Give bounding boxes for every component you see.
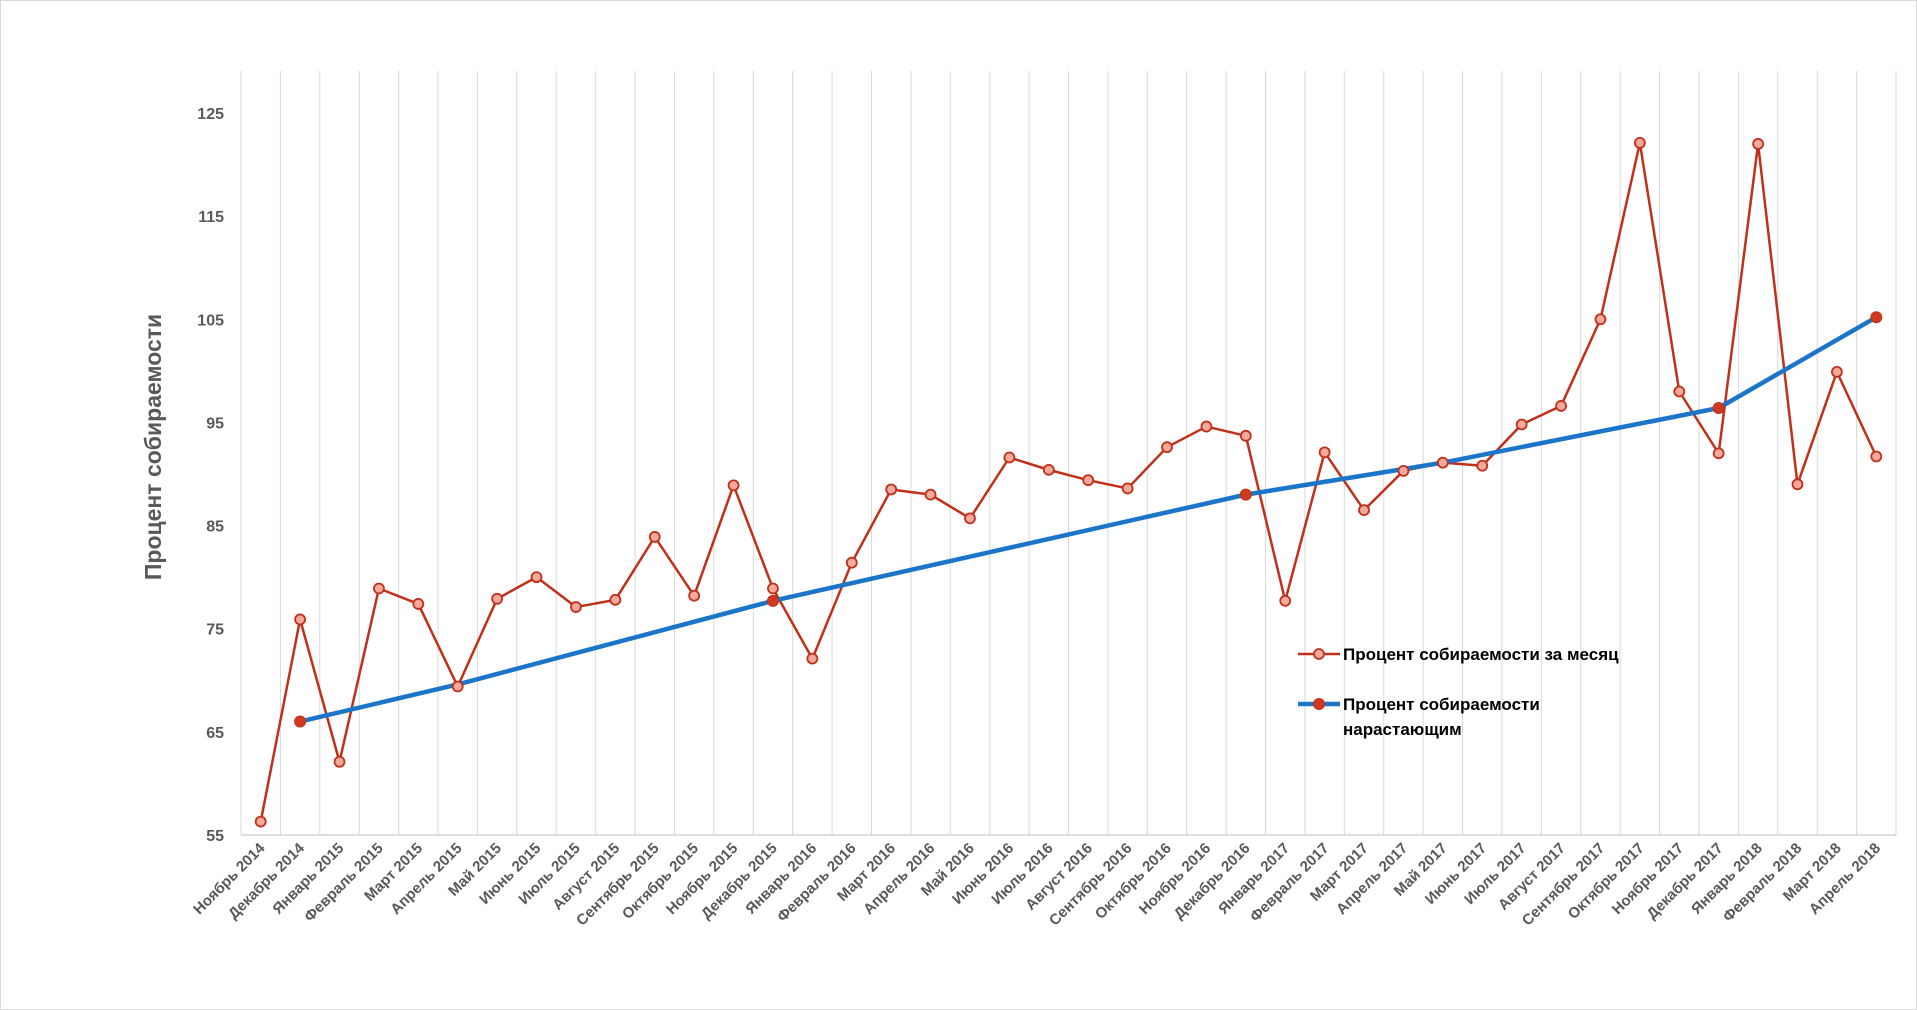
monthly-point — [964, 512, 976, 525]
y-tick-label: 65 — [206, 725, 224, 742]
monthly-point — [1042, 463, 1055, 476]
monthly-point — [1200, 420, 1213, 433]
monthly-point — [845, 556, 858, 569]
monthly-point — [1752, 138, 1764, 150]
monthly-point — [1673, 385, 1686, 398]
cumulative-point — [1239, 488, 1252, 501]
cumulative-point — [1712, 401, 1725, 414]
monthly-point — [570, 601, 582, 613]
cumulative-point — [1870, 311, 1883, 324]
monthly-point — [451, 680, 464, 693]
monthly-point — [1791, 478, 1804, 491]
monthly-point — [688, 589, 701, 602]
cumulative-point — [294, 715, 307, 728]
y-tick-label: 55 — [206, 828, 224, 845]
monthly-point — [1082, 474, 1095, 487]
monthly-point — [1633, 137, 1646, 149]
y-tick-label: 85 — [206, 519, 224, 536]
monthly-point — [1397, 465, 1410, 477]
monthly-point — [1358, 504, 1370, 517]
monthly-point — [1436, 456, 1449, 469]
monthly-point — [767, 582, 779, 595]
y-tick-label: 125 — [197, 106, 224, 123]
monthly-point — [530, 571, 543, 584]
monthly-point — [1161, 441, 1173, 454]
legend-label-cumulative: Процент собираемости нарастающим — [1343, 695, 1540, 739]
monthly-point — [1121, 482, 1134, 495]
grid-lines — [240, 71, 1897, 835]
monthly-point — [1594, 313, 1607, 326]
monthly-point — [1318, 446, 1331, 459]
monthly-point — [333, 755, 346, 768]
monthly-point — [1555, 400, 1567, 412]
y-tick-label: 75 — [206, 622, 224, 639]
monthly-point — [924, 488, 937, 501]
y-axis-label: Процент собираемости — [140, 314, 166, 580]
cumulative-point — [766, 594, 779, 607]
legend-marker-cumulative — [1313, 698, 1325, 710]
monthly-point — [648, 531, 661, 543]
monthly-point — [1239, 429, 1252, 442]
series-monthly-line — [259, 141, 1878, 822]
series-group — [254, 137, 1883, 828]
monthly-point — [491, 592, 504, 605]
monthly-point — [1515, 418, 1528, 431]
monthly-point — [1870, 450, 1883, 463]
monthly-point — [412, 598, 425, 610]
monthly-point — [1830, 365, 1843, 378]
monthly-point — [609, 593, 622, 606]
monthly-point — [727, 479, 740, 492]
monthly-point — [1712, 447, 1725, 460]
legend-marker-monthly — [1313, 648, 1325, 660]
series-cumulative-line — [299, 315, 1878, 724]
monthly-point — [294, 613, 307, 626]
monthly-point — [885, 483, 898, 496]
monthly-point — [806, 652, 819, 665]
legend-label-monthly: Процент собираемости за месяц — [1343, 645, 1619, 664]
y-tick-label: 115 — [198, 209, 224, 226]
legend: Процент собираемости за месяц Процент соб… — [1298, 645, 1619, 739]
monthly-point — [254, 815, 267, 828]
monthly-point — [1279, 594, 1292, 607]
y-tick-label: 105 — [197, 312, 224, 329]
monthly-point — [1003, 451, 1016, 464]
monthly-point — [1476, 459, 1489, 472]
monthly-point — [373, 582, 385, 595]
y-axis-ticks: 55 65 75 85 95 105 115 125 — [197, 106, 224, 845]
y-tick-label: 95 — [206, 415, 224, 432]
